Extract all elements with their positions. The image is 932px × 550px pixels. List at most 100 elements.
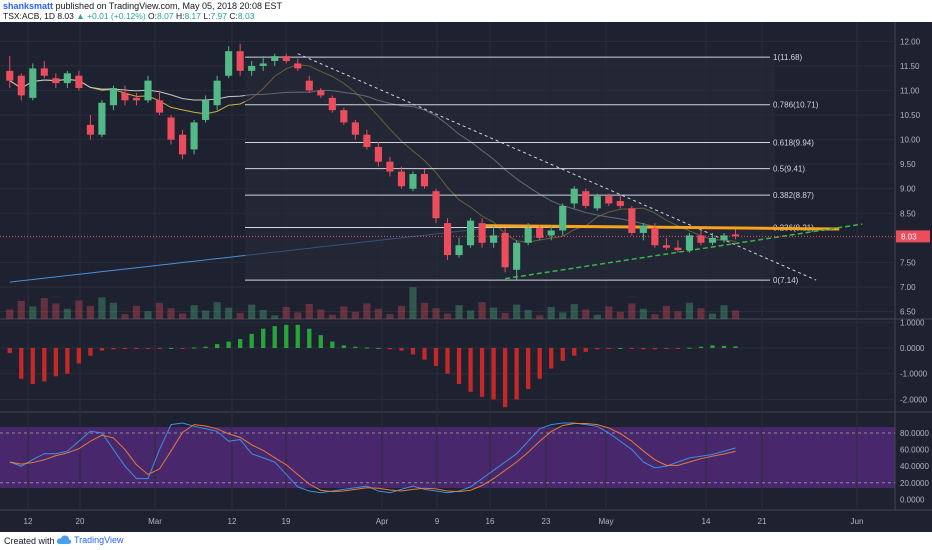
candle-body xyxy=(351,122,359,135)
candle-body xyxy=(374,146,382,162)
low-label: L: xyxy=(203,11,211,21)
candle-body xyxy=(708,237,717,243)
volume-bar xyxy=(443,313,452,319)
macd-bar xyxy=(537,348,542,379)
price-tick-label: 10.00 xyxy=(900,136,921,145)
volume-bar xyxy=(317,309,325,319)
macd-bar xyxy=(641,348,646,350)
macd-tick-label: 1.0000 xyxy=(900,318,925,327)
volume-bar xyxy=(697,308,705,319)
last-price: 8.03 xyxy=(57,11,74,21)
time-tick-label: 23 xyxy=(542,517,551,526)
author-link[interactable]: shanksmatt xyxy=(3,1,54,11)
price-tick-label: 9.50 xyxy=(900,160,916,169)
macd-bar xyxy=(191,347,197,349)
candle-body xyxy=(202,100,210,120)
candle-body xyxy=(144,80,152,101)
candle-body xyxy=(397,171,406,187)
volume-bar xyxy=(17,301,25,319)
candle-body xyxy=(86,124,94,135)
macd-bar xyxy=(157,348,162,349)
candle-body xyxy=(731,234,740,237)
macd-bar xyxy=(549,348,554,369)
volume-bar xyxy=(6,309,14,319)
macd-bar xyxy=(479,348,485,397)
candle-body xyxy=(662,245,670,248)
downtrend-line xyxy=(297,53,817,281)
candle-body xyxy=(248,65,256,71)
price-tick-label: 12.00 xyxy=(900,37,921,46)
macd-bar xyxy=(30,348,35,384)
volume-bar xyxy=(524,310,532,319)
volume-bar xyxy=(75,300,83,319)
time-tick-label: 12 xyxy=(24,517,33,526)
stoch-band xyxy=(0,427,895,488)
footer: Created with TradingView xyxy=(0,532,932,550)
macd-bar xyxy=(721,345,727,348)
volume-bar xyxy=(98,297,106,319)
candle-body xyxy=(40,68,48,76)
candle-body xyxy=(29,68,37,98)
time-tick-label: 16 xyxy=(486,517,495,526)
macd-bar xyxy=(664,348,669,350)
macd-bar xyxy=(698,346,704,348)
candle-body xyxy=(420,174,429,187)
candle-body xyxy=(409,174,417,189)
volume-bar xyxy=(490,307,498,319)
macd-bar xyxy=(618,348,623,349)
candle-body xyxy=(697,235,705,243)
macd-bar xyxy=(445,348,450,374)
volume-bar xyxy=(190,305,198,319)
fib-level-label: 0.5(9.41) xyxy=(773,165,805,174)
time-tick-label: 21 xyxy=(758,517,767,526)
candle-body xyxy=(328,97,336,111)
candle-body xyxy=(616,201,624,206)
candle-body xyxy=(501,232,509,268)
candle-body xyxy=(121,92,129,101)
price-tick-label: 11.50 xyxy=(900,62,920,71)
candle-body xyxy=(178,134,187,155)
macd-bar xyxy=(53,348,58,377)
volume-bar xyxy=(328,314,336,319)
price-tick-label: 9.00 xyxy=(900,185,916,194)
candle-body xyxy=(466,220,475,246)
macd-bar xyxy=(456,348,462,384)
candle-body xyxy=(98,102,106,135)
time-tick-label: Jun xyxy=(851,517,864,526)
tradingview-link[interactable]: TradingView xyxy=(56,534,124,545)
volume-bar xyxy=(109,302,118,319)
candle-body xyxy=(605,196,613,204)
macd-bar xyxy=(502,348,508,408)
volume-bar xyxy=(720,305,728,319)
candle-body xyxy=(75,75,83,89)
macd-bar xyxy=(99,348,105,351)
publish-line: shanksmatt published on TradingView.com,… xyxy=(3,1,282,11)
volume-bar xyxy=(294,312,302,319)
candle-body xyxy=(282,56,290,62)
candle-body xyxy=(559,205,567,231)
macd-bar xyxy=(468,348,473,392)
volume-bar xyxy=(132,305,141,319)
macd-bar xyxy=(272,326,277,348)
macd-bar xyxy=(376,348,381,349)
volume-bar xyxy=(259,310,267,319)
volume-bar xyxy=(63,308,71,319)
symbol-label: TSX:ACB, 1D xyxy=(3,11,55,21)
volume-bar xyxy=(271,315,279,319)
volume-bar xyxy=(282,307,290,319)
chart-area[interactable]: 1(11.68) 0.786(10.71) 0.618(9.94) 0.5(9.41)… xyxy=(0,22,932,532)
time-tick-label: 14 xyxy=(702,517,711,526)
candle-body xyxy=(651,228,659,246)
candle-body xyxy=(536,228,544,238)
volume-bar xyxy=(466,310,475,319)
macd-bar xyxy=(295,324,300,348)
macd-bar xyxy=(76,348,82,364)
volume-bar xyxy=(351,311,359,319)
macd-bar xyxy=(583,348,588,352)
volume-bar xyxy=(651,314,659,319)
volume-bar xyxy=(236,313,244,319)
open-value: 8.07 xyxy=(157,11,174,21)
volume-bar xyxy=(605,306,613,319)
macd-bar xyxy=(330,341,335,348)
candle-body xyxy=(478,223,486,243)
